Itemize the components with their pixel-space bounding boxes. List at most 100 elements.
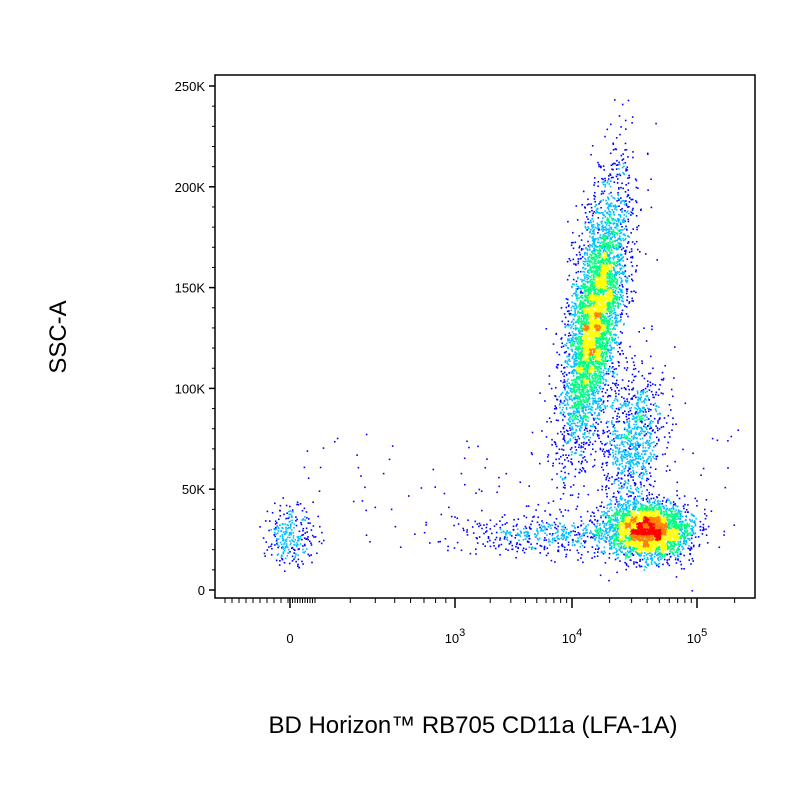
event-point (575, 376, 578, 379)
event-point (589, 337, 591, 339)
event-point (607, 237, 609, 240)
event-point (583, 286, 585, 288)
event-point (591, 258, 594, 261)
event-point (589, 327, 591, 330)
event-point (586, 216, 588, 218)
event-point (566, 302, 569, 304)
event-point (632, 507, 635, 510)
event-point (599, 252, 602, 255)
event-point (599, 377, 602, 379)
event-point (624, 253, 627, 255)
event-point (563, 375, 565, 378)
event-point (611, 295, 613, 297)
event-point (605, 367, 607, 370)
event-point (583, 318, 585, 321)
event-point (599, 346, 602, 349)
event-point (567, 320, 570, 323)
event-point (598, 345, 601, 348)
event-point (602, 329, 604, 331)
event-point (609, 152, 612, 155)
event-point (601, 338, 604, 340)
event-point (577, 400, 580, 403)
event-point (586, 270, 589, 272)
event-point (612, 218, 615, 220)
event-point (608, 301, 611, 303)
event-point (593, 286, 596, 288)
event-point (594, 289, 596, 291)
event-point (571, 494, 574, 496)
event-point (593, 194, 595, 197)
event-point (567, 413, 569, 415)
event-point (627, 182, 630, 185)
event-point (555, 332, 557, 335)
event-point (613, 269, 615, 271)
event-point (585, 348, 587, 351)
event-point (605, 371, 608, 373)
event-point (572, 365, 575, 368)
event-point (599, 361, 601, 363)
event-point (595, 285, 597, 287)
event-point (563, 381, 566, 383)
event-point (586, 360, 588, 363)
event-point (588, 289, 591, 292)
event-point (596, 327, 598, 329)
event-point (578, 297, 580, 299)
event-point (584, 406, 587, 408)
event-point (612, 204, 615, 207)
event-point (590, 349, 593, 352)
event-point (560, 411, 562, 414)
event-point (561, 448, 563, 451)
event-point (615, 222, 618, 225)
event-point (590, 254, 593, 257)
event-point (570, 486, 572, 488)
event-point (610, 284, 612, 286)
event-point (596, 293, 599, 296)
event-point (596, 277, 599, 279)
event-point (563, 367, 565, 369)
event-point (610, 307, 613, 309)
event-point (596, 376, 598, 379)
event-point (583, 276, 586, 278)
event-point (574, 327, 577, 329)
event-point (586, 248, 589, 250)
event-point (623, 200, 626, 203)
event-point (689, 549, 691, 551)
event-point (596, 346, 599, 348)
event-point (615, 247, 618, 249)
event-point (568, 382, 570, 384)
event-point (587, 258, 590, 261)
event-point (567, 432, 569, 435)
event-point (575, 333, 577, 335)
event-point (563, 424, 566, 427)
event-point (621, 284, 623, 286)
event-point (590, 153, 592, 156)
event-point (597, 412, 600, 414)
event-point (615, 209, 618, 211)
event-point (574, 391, 577, 394)
event-point (592, 257, 594, 259)
event-point (657, 517, 660, 520)
event-point (609, 213, 612, 216)
event-point (597, 375, 599, 377)
event-point (592, 423, 594, 425)
event-point (578, 338, 581, 340)
event-point (590, 332, 593, 334)
event-point (619, 549, 621, 551)
event-point (583, 288, 586, 290)
event-point (603, 364, 606, 367)
event-point (571, 382, 574, 384)
event-point (624, 119, 627, 122)
event-point (595, 331, 597, 333)
event-point (689, 531, 692, 534)
event-point (591, 409, 593, 411)
event-point (576, 425, 579, 427)
event-point (581, 385, 583, 388)
event-point (574, 422, 576, 425)
event-point (589, 310, 592, 312)
event-point (614, 271, 616, 273)
event-point (588, 369, 590, 371)
event-point (595, 315, 597, 317)
event-point (589, 348, 591, 350)
event-point (596, 414, 599, 417)
event-point (599, 306, 602, 308)
